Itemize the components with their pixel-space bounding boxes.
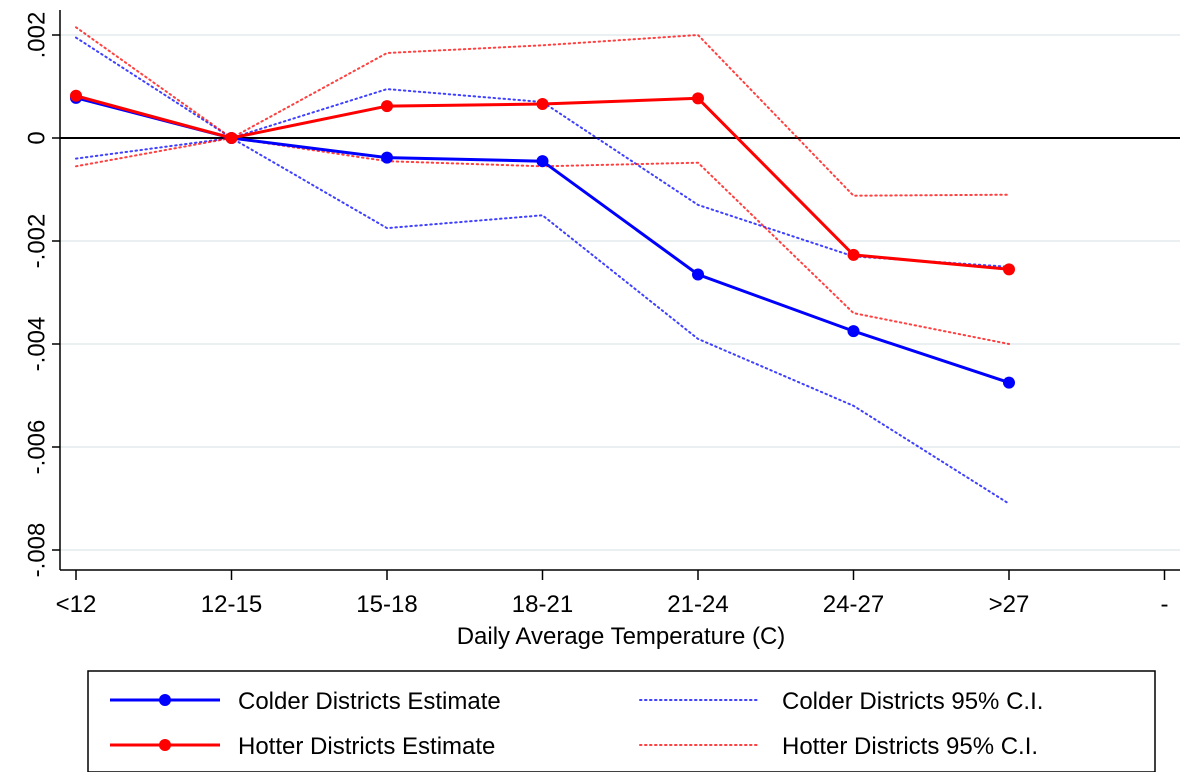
estimate-point [536, 98, 549, 111]
y-tick-label: -.008 [23, 523, 50, 578]
legend-swatch-marker [159, 694, 171, 706]
ci-lower-line [75, 136, 1010, 505]
estimate-point [1003, 376, 1015, 389]
y-tick-label: -.004 [23, 317, 50, 372]
legend-label: Hotter Districts 95% C.I. [782, 733, 1038, 760]
x-tick-label: <12 [56, 591, 97, 618]
x-axis-title: Daily Average Temperature (C) [457, 623, 786, 650]
series-layer [70, 26, 1015, 505]
estimate-line [75, 94, 1010, 271]
x-tick-label: 24-27 [823, 591, 884, 618]
axes: .002 0 -.002 -.004 -.006 -.008<12 12-15 15-18 18… [23, 10, 1180, 618]
legend-box [87, 670, 1156, 772]
legend: Colder Districts Estimate Hotter District… [87, 670, 1156, 772]
estimate-point [692, 268, 704, 281]
estimate-point [536, 155, 549, 168]
y-tick-label: -.002 [23, 214, 50, 269]
x-tick-label: 12-15 [201, 591, 262, 618]
estimate-point [1003, 263, 1015, 276]
legend-label: Colder Districts 95% C.I. [782, 688, 1043, 715]
ci-upper-line [75, 36, 1010, 268]
estimate-point [847, 325, 860, 338]
y-tick-label: 0 [23, 131, 50, 144]
estimate-point [70, 89, 82, 102]
gridlines [60, 34, 1180, 551]
estimate-point [225, 132, 238, 144]
estimate-point [381, 100, 393, 113]
x-tick-label: >27 [989, 591, 1030, 618]
ci-upper-line [75, 26, 1010, 197]
estimate-point [381, 151, 393, 164]
legend-swatch-marker [159, 739, 171, 751]
y-tick-label: .002 [23, 12, 50, 59]
y-tick-label: -.006 [23, 420, 50, 475]
legend-label: Hotter Districts Estimate [238, 733, 495, 760]
x-tick-label: 21-24 [667, 591, 728, 618]
estimate-point [847, 248, 860, 261]
x-tick-label: 15-18 [356, 591, 417, 618]
x-tick-label: 18-21 [512, 591, 573, 618]
legend-label: Colder Districts Estimate [238, 688, 501, 715]
x-tick-label: - [1161, 591, 1169, 618]
estimate-point [692, 92, 704, 105]
